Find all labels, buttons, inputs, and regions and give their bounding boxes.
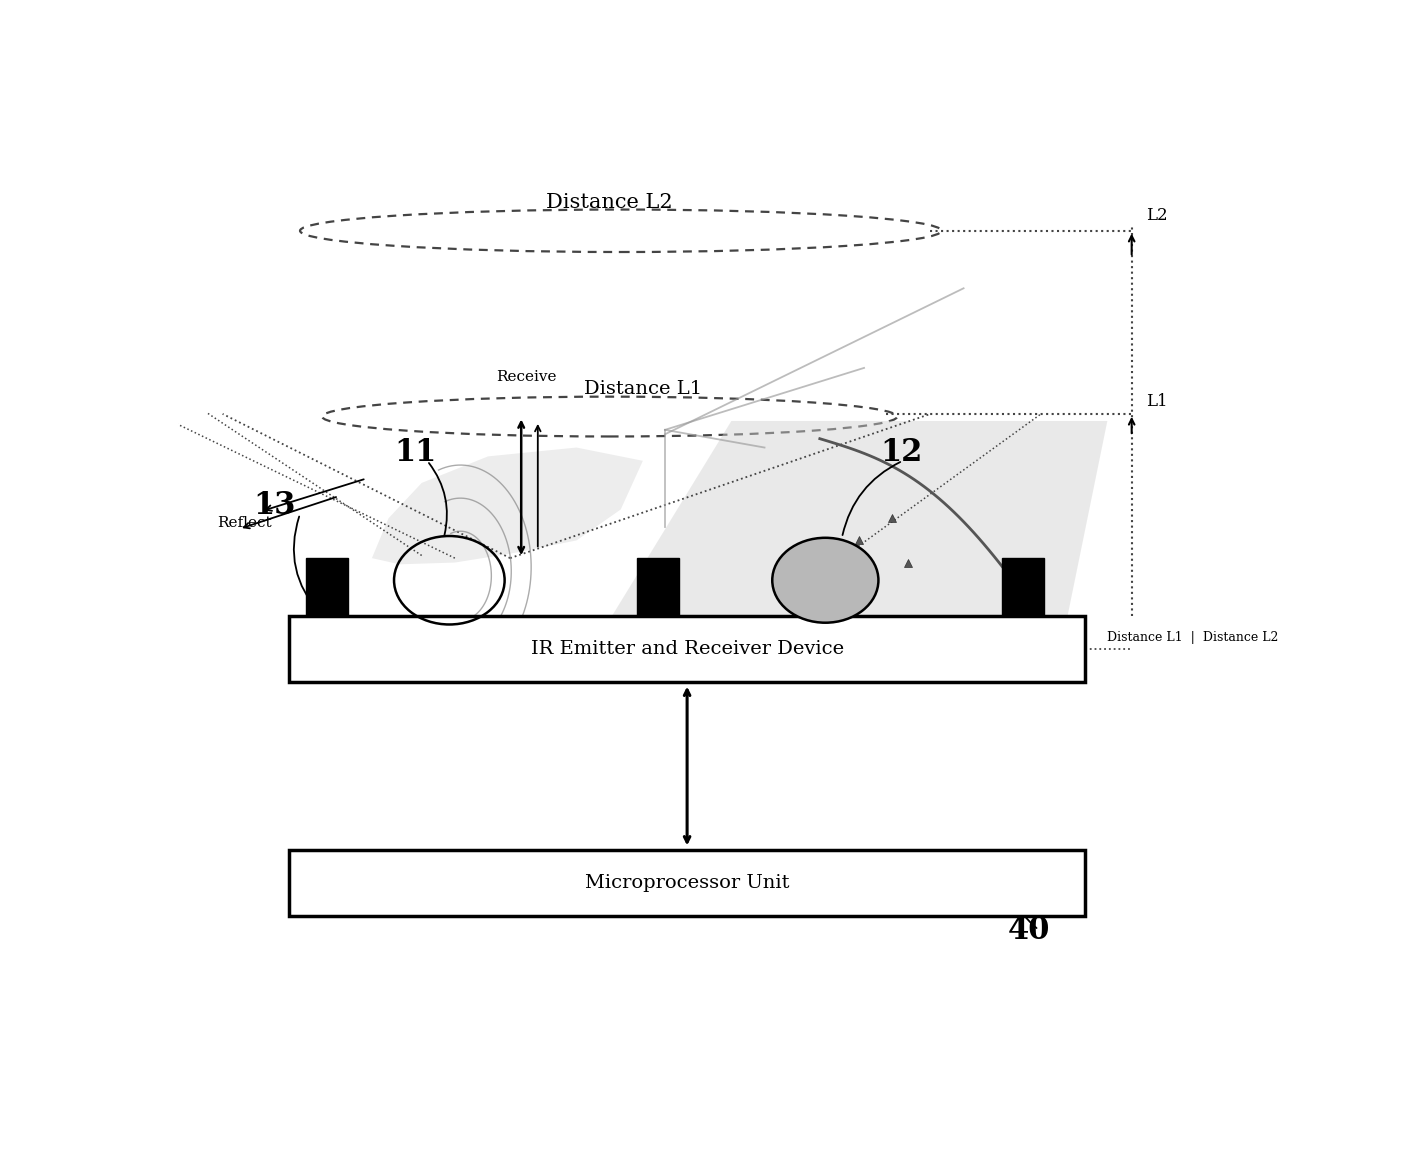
Text: Microprocessor Unit: Microprocessor Unit [585, 874, 789, 893]
Text: IR Emitter and Receiver Device: IR Emitter and Receiver Device [531, 640, 843, 658]
Bar [305, 558, 348, 616]
Text: 11: 11 [394, 437, 437, 468]
Text: 13: 13 [254, 489, 295, 520]
Text: Distance L2: Distance L2 [547, 193, 674, 213]
Polygon shape [598, 421, 1107, 638]
Text: Receive: Receive [497, 370, 557, 384]
Text: Distance L1  |  Distance L2: Distance L1 | Distance L2 [1107, 631, 1279, 645]
Text: L2: L2 [1146, 207, 1167, 224]
Bar [638, 558, 679, 616]
Bar [288, 616, 1085, 683]
Text: L1: L1 [1146, 393, 1167, 410]
Text: 12: 12 [880, 437, 923, 468]
Text: Reflect: Reflect [217, 516, 271, 530]
Bar [1002, 558, 1045, 616]
Bar [288, 850, 1085, 917]
Text: 10: 10 [1007, 658, 1050, 689]
Text: 40: 40 [1007, 915, 1050, 946]
Circle shape [772, 538, 879, 623]
Text: Distance L1: Distance L1 [584, 380, 702, 398]
Polygon shape [372, 447, 642, 564]
